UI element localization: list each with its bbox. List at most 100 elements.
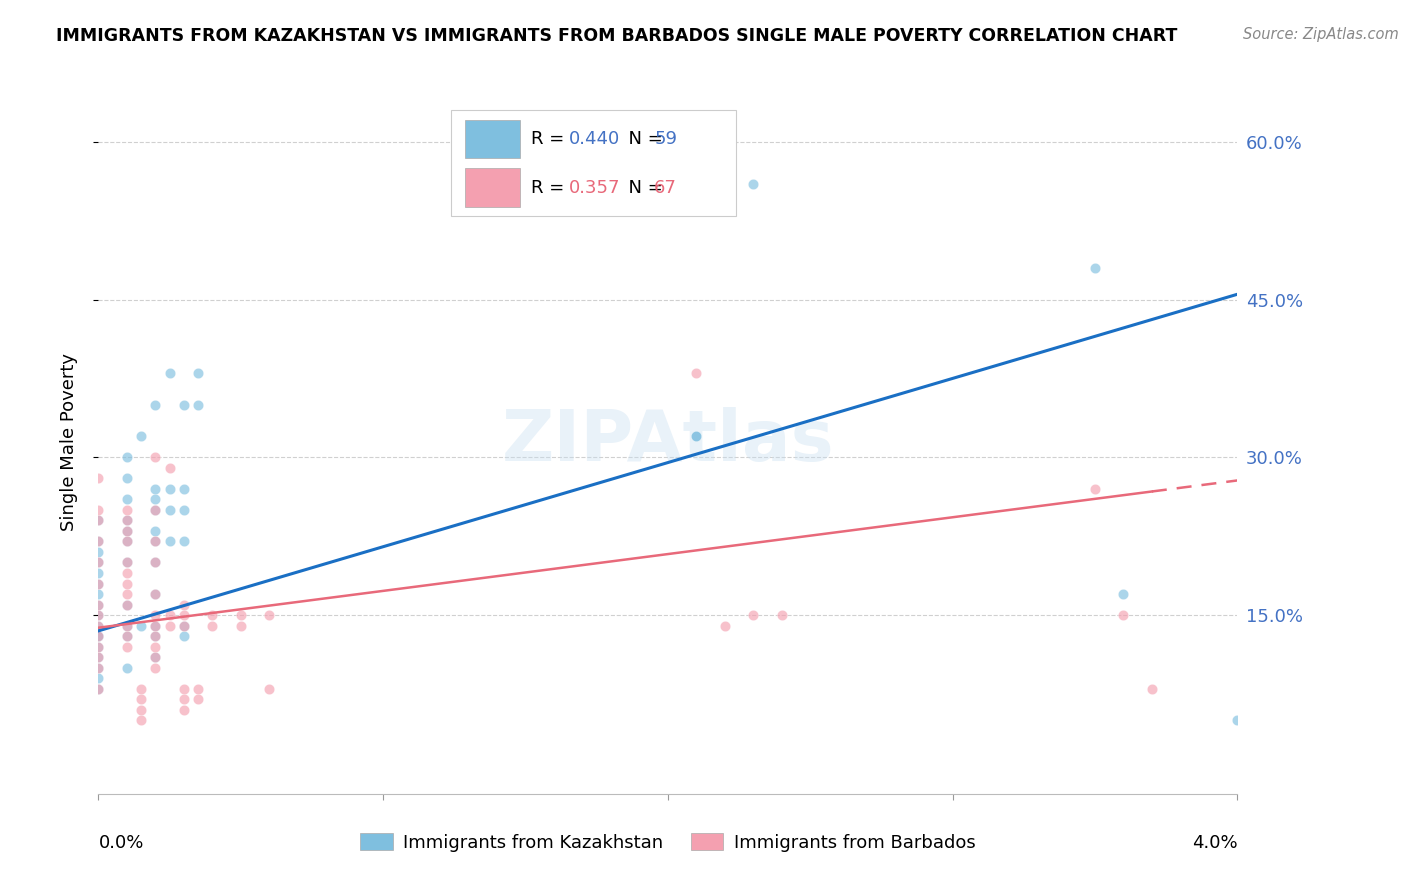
Point <box>1112 608 1135 623</box>
Point <box>87 681 110 696</box>
Point <box>115 587 138 601</box>
Point <box>159 366 181 380</box>
Point <box>229 608 252 623</box>
Point <box>115 576 138 591</box>
Text: IMMIGRANTS FROM KAZAKHSTAN VS IMMIGRANTS FROM BARBADOS SINGLE MALE POVERTY CORRE: IMMIGRANTS FROM KAZAKHSTAN VS IMMIGRANTS… <box>56 27 1178 45</box>
Point <box>87 681 110 696</box>
Point <box>173 618 195 632</box>
Point <box>229 618 252 632</box>
Point <box>87 650 110 665</box>
Point <box>87 629 110 643</box>
Point <box>145 618 167 632</box>
Point <box>87 640 110 654</box>
Point <box>115 513 138 527</box>
Point <box>145 618 167 632</box>
FancyBboxPatch shape <box>465 168 520 207</box>
Point <box>145 556 167 570</box>
Point <box>87 640 110 654</box>
Text: R =: R = <box>531 178 571 196</box>
Point <box>129 429 152 443</box>
Point <box>145 503 167 517</box>
Point <box>742 608 765 623</box>
Point <box>87 618 110 632</box>
Point <box>145 661 167 675</box>
Point <box>159 608 181 623</box>
Text: 59: 59 <box>654 130 678 148</box>
Point <box>87 556 110 570</box>
Point <box>129 713 152 727</box>
Point <box>115 640 138 654</box>
Point <box>87 618 110 632</box>
Point <box>173 534 195 549</box>
Point <box>187 366 209 380</box>
Point <box>115 503 138 517</box>
Point <box>145 629 167 643</box>
Text: 67: 67 <box>654 178 678 196</box>
Point <box>1084 482 1107 496</box>
Point <box>129 681 152 696</box>
Point <box>145 640 167 654</box>
Point <box>1226 713 1249 727</box>
Point <box>87 598 110 612</box>
Point <box>115 556 138 570</box>
FancyBboxPatch shape <box>465 120 520 158</box>
Text: 0.0%: 0.0% <box>98 834 143 852</box>
Point <box>115 524 138 538</box>
Point <box>714 618 737 632</box>
Point <box>187 398 209 412</box>
Point <box>685 429 707 443</box>
Point <box>115 524 138 538</box>
Point <box>87 534 110 549</box>
Point <box>87 471 110 485</box>
Point <box>87 513 110 527</box>
Point <box>87 556 110 570</box>
Text: 4.0%: 4.0% <box>1192 834 1237 852</box>
Point <box>145 650 167 665</box>
Point <box>173 598 195 612</box>
Point <box>87 566 110 580</box>
Point <box>173 503 195 517</box>
Point <box>87 534 110 549</box>
Point <box>145 534 167 549</box>
Point <box>87 629 110 643</box>
FancyBboxPatch shape <box>451 111 737 216</box>
Legend: Immigrants from Kazakhstan, Immigrants from Barbados: Immigrants from Kazakhstan, Immigrants f… <box>353 826 983 859</box>
Point <box>87 576 110 591</box>
Point <box>129 692 152 706</box>
Point <box>115 618 138 632</box>
Y-axis label: Single Male Poverty: Single Male Poverty <box>59 352 77 531</box>
Text: N =: N = <box>617 178 668 196</box>
Point <box>87 576 110 591</box>
Point <box>173 618 195 632</box>
Point <box>685 429 707 443</box>
Point <box>87 608 110 623</box>
Text: R =: R = <box>531 130 571 148</box>
Point <box>87 661 110 675</box>
Point <box>145 492 167 507</box>
Point <box>145 587 167 601</box>
Point <box>145 534 167 549</box>
Point <box>145 608 167 623</box>
Point <box>115 566 138 580</box>
Point <box>145 450 167 465</box>
Point <box>87 513 110 527</box>
Point <box>159 460 181 475</box>
Point <box>87 545 110 559</box>
Point <box>145 503 167 517</box>
Point <box>145 556 167 570</box>
Point <box>173 692 195 706</box>
Point <box>129 618 152 632</box>
Point <box>159 534 181 549</box>
Point <box>115 661 138 675</box>
Point <box>201 618 224 632</box>
Point <box>87 661 110 675</box>
Point <box>115 534 138 549</box>
Point <box>742 177 765 191</box>
Point <box>115 450 138 465</box>
Point <box>145 587 167 601</box>
Point <box>173 482 195 496</box>
Text: 0.357: 0.357 <box>569 178 620 196</box>
Point <box>87 629 110 643</box>
Point <box>145 629 167 643</box>
Point <box>1084 260 1107 275</box>
